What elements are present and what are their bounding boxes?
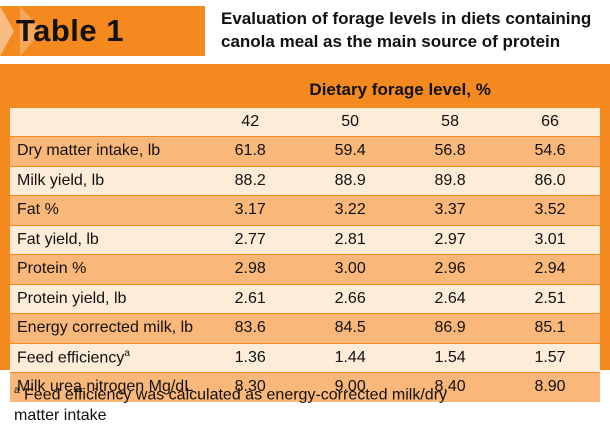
table-cell: 3.01 [500, 224, 600, 255]
row-label: Fat % [10, 195, 201, 225]
group-header: Dietary forage level, % [309, 80, 491, 99]
table-number-label: Table 1 [16, 13, 125, 48]
table-cell: 89.8 [400, 165, 501, 196]
table-number-tag: Table 1 [0, 6, 205, 56]
table-cell: 2.96 [400, 254, 501, 284]
table-cell: 3.00 [300, 254, 401, 284]
table-header: Table 1 Evaluation of forage levels in d… [0, 0, 610, 64]
table-cell: 59.4 [300, 136, 401, 166]
row-label-text: Milk yield, lb [17, 171, 105, 189]
footnote-text: Feed efficiency was calculated as energy… [14, 386, 448, 425]
row-label-text: Energy corrected milk, lb [17, 319, 194, 337]
table-cell: 2.98 [200, 254, 301, 284]
group-header-row: Dietary forage level, % [10, 72, 600, 108]
table-cell: 88.2 [200, 165, 301, 196]
table-cell: 2.81 [300, 224, 401, 255]
column-header-row: 42 50 58 66 [10, 108, 600, 137]
row-label-text: Fat yield, lb [17, 230, 99, 248]
row-label-text: Protein yield, lb [17, 289, 127, 307]
column-header: 58 [400, 108, 501, 137]
row-label: Protein % [10, 254, 201, 284]
table-cell: 1.44 [300, 342, 401, 373]
row-label: Protein yield, lb [10, 283, 201, 314]
footnote-marker: a [14, 385, 20, 396]
table-cell: 1.57 [500, 342, 600, 373]
table-cell: 3.22 [300, 195, 401, 225]
footnote-marker: a [124, 348, 130, 360]
row-label: Milk urea nitrogen Mg/dL [10, 372, 201, 402]
table-cell: 2.51 [500, 283, 600, 314]
table-cell: 3.52 [500, 195, 600, 225]
table-title: Evaluation of forage levels in diets con… [221, 9, 592, 51]
table-cell: 85.1 [500, 313, 600, 343]
table-row: Fat yield, lb 2.77 2.81 2.97 3.01 [10, 224, 600, 255]
column-header: 42 [200, 108, 301, 137]
table-cell: 2.64 [400, 283, 501, 314]
chevron-decoration-icon [0, 6, 14, 56]
row-label: Milk yield, lb [10, 165, 201, 196]
table-cell: 8.90 [500, 372, 600, 402]
table-row: Milk yield, lb 88.2 88.9 89.8 86.0 [10, 165, 600, 196]
table-row: Feed efficiencya 1.36 1.44 1.54 1.57 [10, 342, 600, 373]
row-label-text: Fat % [17, 201, 59, 219]
table-cell: 86.9 [400, 313, 501, 343]
footnote: a Feed efficiency was calculated as ener… [14, 380, 454, 426]
table-cell: 2.66 [300, 283, 401, 314]
table-cell: 1.54 [400, 342, 501, 373]
table-cell: 3.37 [400, 195, 501, 225]
table-row: Dry matter intake, lb 61.8 59.4 56.8 54.6 [10, 136, 600, 166]
table-cell: 83.6 [200, 313, 301, 343]
table-row: Protein yield, lb 2.61 2.66 2.64 2.51 [10, 283, 600, 314]
table-cell: 2.97 [400, 224, 501, 255]
table-cell: 84.5 [300, 313, 401, 343]
table-cell: 8.30 [200, 372, 301, 402]
table-row: Milk urea nitrogen Mg/dL 8.30 9.00 8.40 8.90 [10, 372, 600, 402]
table-cell: 86.0 [500, 165, 600, 196]
group-header-spacer [10, 72, 200, 108]
row-label-text: Dry matter intake, lb [17, 142, 161, 160]
data-table: Dietary forage level, % 42 50 58 66 Dry … [10, 72, 600, 402]
table-cell: 3.17 [200, 195, 301, 225]
table-cell: 88.9 [300, 165, 401, 196]
row-label: Feed efficiencya [10, 342, 201, 373]
chevron-decoration-icon [20, 6, 42, 56]
row-label-text: Feed efficiency [17, 349, 125, 367]
table-row: Protein % 2.98 3.00 2.96 2.94 [10, 254, 600, 284]
table-cell: 2.61 [200, 283, 301, 314]
data-table-container: Dietary forage level, % 42 50 58 66 Dry … [0, 64, 610, 402]
row-label-text: Protein % [17, 260, 87, 278]
row-label: Energy corrected milk, lb [10, 313, 201, 343]
table-cell: 56.8 [400, 136, 501, 166]
table-row: Energy corrected milk, lb 83.6 84.5 86.9 85.… [10, 313, 600, 343]
table-cell: 9.00 [300, 372, 401, 402]
column-header-spacer [10, 108, 201, 137]
table-cell: 61.8 [200, 136, 301, 166]
table-row: Fat % 3.17 3.22 3.37 3.52 [10, 195, 600, 225]
table-cell: 8.40 [400, 372, 501, 402]
table-cell: 1.36 [200, 342, 301, 373]
row-label-text: Milk urea nitrogen Mg/dL [17, 378, 194, 396]
table-cell: 2.77 [200, 224, 301, 255]
table-cell: 2.94 [500, 254, 600, 284]
row-label: Fat yield, lb [10, 224, 201, 255]
table-cell: 54.6 [500, 136, 600, 166]
column-header: 66 [500, 108, 600, 137]
column-header: 50 [300, 108, 401, 137]
row-label: Dry matter intake, lb [10, 136, 201, 166]
